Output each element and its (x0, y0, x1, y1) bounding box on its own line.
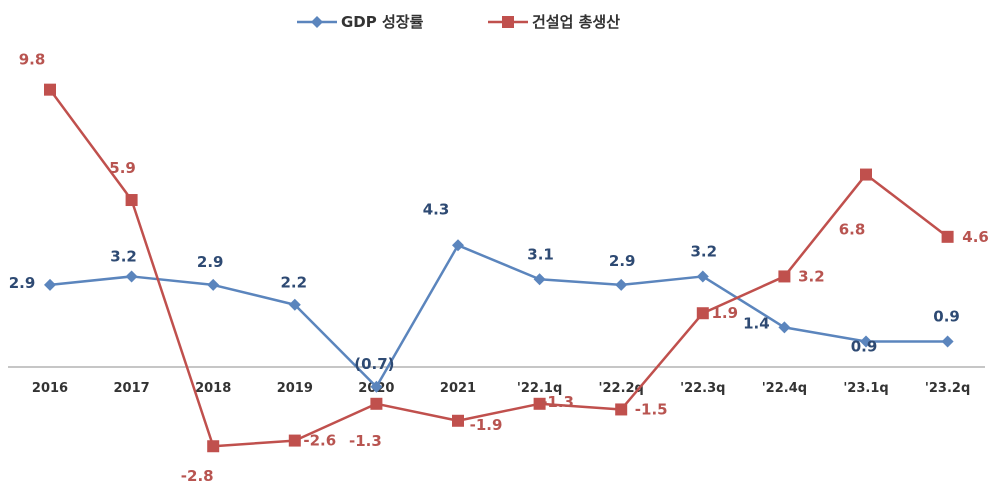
data-label: 5.9 (109, 159, 136, 177)
data-label: 3.2 (110, 247, 137, 265)
x-tick-label: '22.2q (599, 381, 644, 396)
data-point (207, 440, 220, 453)
data-point (125, 194, 138, 207)
x-tick-label: 2016 (32, 381, 68, 396)
data-label: 2.9 (609, 252, 636, 270)
data-label: -1.3 (349, 432, 382, 450)
x-tick-label: 2019 (277, 381, 313, 396)
legend-marker-diamond (311, 16, 323, 28)
data-point (288, 298, 301, 311)
data-point (860, 168, 872, 181)
data-point (452, 414, 464, 427)
data-label: 0.9 (851, 338, 878, 356)
x-tick-label: '22.3q (680, 381, 725, 396)
data-label: 6.8 (839, 221, 866, 239)
series-construction (44, 83, 954, 453)
data-point (452, 239, 464, 252)
data-point (370, 397, 383, 410)
data-point (615, 403, 628, 416)
data-label: 0.9 (933, 308, 960, 326)
data-point (778, 270, 791, 283)
legend-item: 건설업 총생산 (488, 13, 620, 31)
x-tick-label: '22.1q (517, 381, 562, 396)
data-label: 2.9 (197, 253, 224, 271)
legend-label: 건설업 총생산 (532, 13, 620, 31)
data-label: -2.8 (181, 467, 214, 484)
data-label: 9.8 (19, 51, 46, 69)
data-point (941, 230, 954, 243)
data-point (288, 434, 301, 447)
data-point (533, 273, 546, 286)
x-tick-label: '23.1q (843, 381, 888, 396)
data-point (44, 83, 56, 96)
data-label: 2.9 (9, 274, 36, 292)
data-point (370, 380, 383, 393)
legend-marker-square (502, 16, 514, 28)
x-tick-label: '23.2q (925, 381, 970, 396)
data-label: 4.3 (423, 200, 450, 218)
legend-label: GDP 성장률 (341, 13, 424, 31)
data-point (941, 335, 954, 348)
data-label: -1.5 (635, 400, 668, 418)
data-label: (0.7) (354, 355, 394, 373)
data-point (533, 397, 546, 410)
data-point (860, 335, 872, 348)
legend-item: GDP 성장률 (297, 13, 424, 31)
data-point (696, 270, 709, 283)
data-label: 3.2 (798, 267, 825, 285)
data-point (207, 278, 220, 291)
data-point (44, 278, 56, 291)
data-label: -2.6 (303, 432, 336, 450)
legend: GDP 성장률 건설업 총생산 (297, 13, 620, 31)
x-tick-label: 2017 (114, 381, 150, 396)
data-label: -1.3 (541, 393, 574, 411)
data-label: 3.2 (691, 242, 718, 260)
x-tick-label: 2018 (195, 381, 231, 396)
x-tick-label: '22.4q (762, 381, 807, 396)
data-point (778, 321, 791, 334)
data-label: -1.9 (470, 416, 503, 434)
data-label: 1.4 (743, 314, 770, 332)
data-label: 4.6 (962, 228, 989, 246)
data-label: 2.2 (281, 274, 308, 292)
data-label: 1.9 (712, 304, 739, 322)
series-gdp (44, 239, 954, 393)
series-line (49, 244, 948, 389)
x-tick-label: 2021 (440, 381, 476, 396)
data-point (615, 278, 628, 291)
data-point (125, 270, 138, 283)
data-label: 3.1 (527, 245, 554, 263)
data-point (696, 307, 709, 320)
series-line (48, 88, 949, 448)
